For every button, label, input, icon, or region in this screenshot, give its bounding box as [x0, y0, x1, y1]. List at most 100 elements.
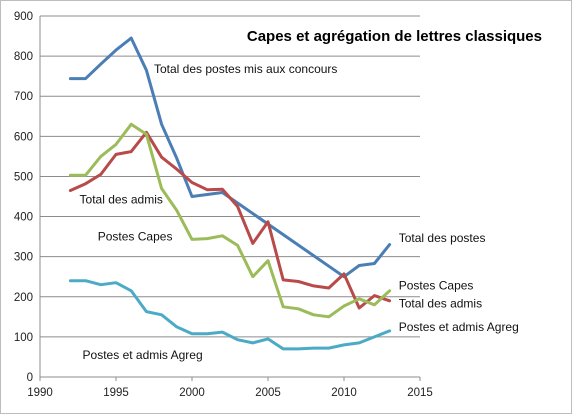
data-point [99, 62, 103, 66]
data-point [266, 337, 270, 341]
x-tick-label: 2000 [179, 387, 205, 399]
data-point [190, 238, 194, 241]
data-point [312, 346, 315, 350]
data-point [206, 193, 209, 196]
data-point [190, 195, 194, 198]
x-tick-label: 2005 [255, 387, 281, 399]
annotations: Total des postes mis aux concours Total d… [80, 62, 519, 362]
data-point [221, 234, 224, 238]
data-point [175, 168, 178, 171]
data-point [160, 187, 163, 190]
data-point [114, 143, 118, 146]
data-point [266, 259, 270, 262]
data-point [297, 280, 300, 283]
data-point [327, 315, 330, 319]
data-point [175, 157, 178, 160]
data-point [236, 338, 239, 341]
data-point [130, 123, 133, 126]
data-point [99, 173, 103, 176]
data-point [130, 150, 133, 153]
annotation-label: Total des admis [80, 193, 163, 207]
y-tick-label: 0 [27, 372, 33, 384]
annotation-label: Postes Capes [399, 279, 474, 293]
data-point [342, 343, 346, 347]
data-point [221, 188, 224, 191]
annotation-label: Postes et admis Agreg [83, 348, 203, 362]
data-point [221, 330, 224, 334]
data-point [373, 262, 376, 265]
data-point [69, 77, 72, 80]
data-point [175, 325, 178, 329]
data-point [160, 313, 163, 317]
data-point [297, 347, 300, 351]
data-point [251, 242, 254, 245]
data-point [251, 341, 254, 345]
data-point [114, 48, 118, 52]
data-point [251, 275, 254, 278]
data-point [84, 279, 87, 282]
data-point [99, 155, 103, 158]
data-point [358, 341, 361, 345]
y-tick-label: 600 [14, 131, 33, 143]
y-tick-label: 500 [14, 171, 33, 183]
data-point [69, 189, 72, 192]
data-point [327, 286, 330, 290]
y-tick-label: 700 [14, 91, 33, 103]
data-point [160, 155, 163, 159]
annotation-label: Total des postes [399, 231, 486, 245]
data-point [282, 347, 285, 351]
x-tick-label: 1995 [103, 387, 129, 399]
data-point [206, 188, 209, 191]
data-point [236, 244, 239, 247]
y-tick-label: 100 [14, 332, 33, 344]
data-point [388, 329, 391, 333]
data-point [69, 279, 72, 282]
data-point [190, 181, 194, 184]
series-lines [68, 36, 392, 351]
data-point [206, 237, 209, 240]
axes [39, 16, 421, 381]
data-point [373, 335, 376, 339]
x-tick-label: 2015 [407, 387, 433, 399]
data-point [373, 294, 376, 297]
data-point [297, 307, 300, 311]
data-point [388, 299, 391, 302]
data-point [388, 243, 391, 246]
data-point [114, 281, 118, 284]
data-point [342, 304, 346, 308]
data-point [130, 36, 133, 40]
x-tick-label: 1990 [27, 387, 53, 399]
data-point [99, 283, 103, 286]
data-point [358, 297, 361, 300]
data-point [236, 205, 239, 208]
annotation-label: Total des postes mis aux concours [154, 62, 337, 76]
annotation-label: Postes et admis Agreg [399, 320, 519, 334]
gridlines [40, 15, 420, 338]
data-point [130, 289, 133, 292]
data-point [282, 305, 285, 309]
data-point [312, 284, 315, 288]
x-tick-label: 2010 [331, 387, 357, 399]
data-point [84, 174, 87, 177]
data-point [327, 346, 330, 350]
chart-title: Capes et agrégation de lettres classique… [247, 28, 542, 45]
data-point [84, 182, 87, 185]
data-point [282, 278, 285, 282]
data-point [190, 332, 194, 335]
series-line-4 [68, 279, 392, 351]
data-point [312, 313, 315, 317]
data-point [358, 306, 361, 310]
data-point [69, 174, 72, 177]
data-point [388, 289, 391, 292]
y-tick-label: 400 [14, 212, 33, 224]
series-line-3 [68, 122, 392, 319]
data-point [342, 272, 346, 276]
data-point [206, 332, 209, 335]
y-tick-label: 200 [14, 292, 33, 304]
data-point [175, 209, 178, 212]
data-point [160, 123, 163, 126]
y-tick-label: 800 [14, 51, 33, 63]
x-tick-labels: 1990 1995 2000 2005 2010 2015 [27, 387, 433, 399]
annotation-label: Postes Capes [98, 230, 173, 244]
